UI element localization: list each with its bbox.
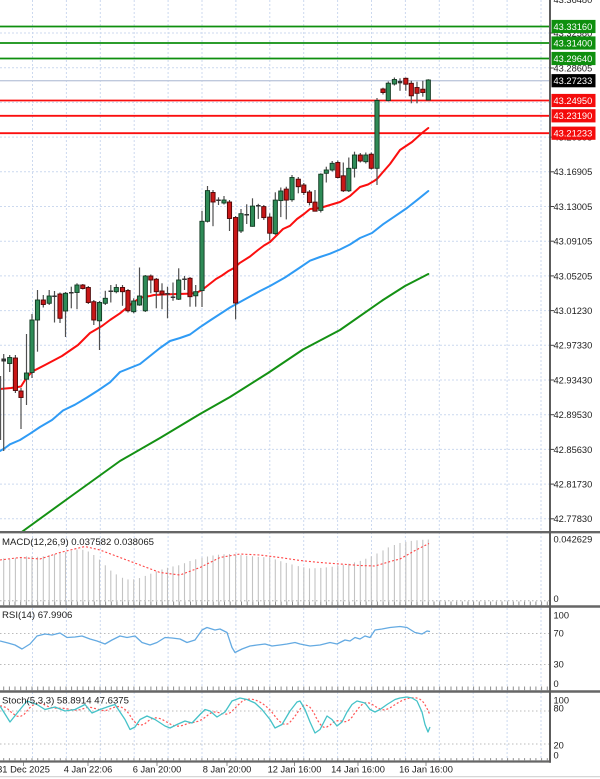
svg-text:42.97330: 42.97330: [554, 341, 593, 351]
svg-text:43.09105: 43.09105: [554, 237, 593, 247]
svg-text:8 Jan 20:00: 8 Jan 20:00: [203, 764, 252, 774]
svg-text:70: 70: [554, 629, 564, 639]
svg-text:42.93430: 42.93430: [554, 375, 593, 385]
svg-text:30: 30: [554, 660, 564, 670]
svg-text:12 Jan 16:00: 12 Jan 16:00: [268, 764, 322, 774]
svg-text:43.33160: 43.33160: [554, 22, 593, 32]
svg-text:43.05205: 43.05205: [554, 271, 593, 281]
svg-text:43.29640: 43.29640: [554, 54, 593, 64]
svg-text:MACD(12,26,9) 0.037582 0.03806: MACD(12,26,9) 0.037582 0.038065: [2, 537, 154, 548]
svg-text:43.31400: 43.31400: [554, 38, 593, 48]
svg-text:43.28605: 43.28605: [554, 63, 593, 73]
svg-text:43.24950: 43.24950: [554, 96, 593, 106]
svg-text:43.27233: 43.27233: [554, 76, 593, 86]
svg-text:80: 80: [554, 704, 564, 714]
svg-text:0: 0: [554, 679, 559, 689]
svg-text:6 Jan 20:00: 6 Jan 20:00: [133, 764, 182, 774]
svg-text:42.77830: 42.77830: [554, 514, 593, 524]
svg-text:20: 20: [554, 741, 564, 751]
svg-text:43.16905: 43.16905: [554, 167, 593, 177]
svg-text:Stoch(5,3,3) 58.8914 47.6375: Stoch(5,3,3) 58.8914 47.6375: [2, 696, 129, 707]
svg-text:43.13005: 43.13005: [554, 202, 593, 212]
svg-text:100: 100: [554, 611, 570, 621]
svg-text:43.36480: 43.36480: [554, 0, 593, 5]
svg-text:43.32580: 43.32580: [554, 28, 593, 38]
svg-text:43.01230: 43.01230: [554, 306, 593, 316]
svg-text:16 Jan 16:00: 16 Jan 16:00: [399, 764, 453, 774]
svg-text:0: 0: [554, 594, 559, 604]
svg-text:42.81730: 42.81730: [554, 480, 593, 490]
svg-text:0: 0: [554, 751, 559, 761]
svg-text:100: 100: [554, 696, 570, 706]
svg-text:31 Dec 2025: 31 Dec 2025: [0, 764, 50, 774]
svg-text:42.89530: 42.89530: [554, 410, 593, 420]
svg-text:0.042629: 0.042629: [554, 535, 593, 545]
svg-text:14 Jan 16:00: 14 Jan 16:00: [331, 764, 385, 774]
svg-text:RSI(14) 67.9906: RSI(14) 67.9906: [2, 610, 72, 621]
svg-text:4 Jan 22:06: 4 Jan 22:06: [64, 764, 113, 774]
svg-text:43.23190: 43.23190: [554, 111, 593, 121]
svg-text:43.21233: 43.21233: [554, 129, 593, 139]
svg-text:42.85630: 42.85630: [554, 445, 593, 455]
